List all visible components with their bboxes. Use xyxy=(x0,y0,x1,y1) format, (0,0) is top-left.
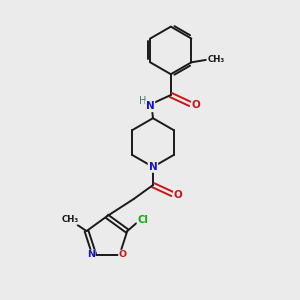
Text: CH₃: CH₃ xyxy=(62,215,79,224)
Text: CH₃: CH₃ xyxy=(207,55,224,64)
Text: N: N xyxy=(146,101,154,111)
Text: H: H xyxy=(140,96,147,106)
Text: O: O xyxy=(174,190,183,200)
Text: Cl: Cl xyxy=(138,215,148,225)
Text: N: N xyxy=(148,162,157,172)
Text: N: N xyxy=(87,250,95,260)
Text: O: O xyxy=(119,250,127,260)
Text: O: O xyxy=(192,100,200,110)
